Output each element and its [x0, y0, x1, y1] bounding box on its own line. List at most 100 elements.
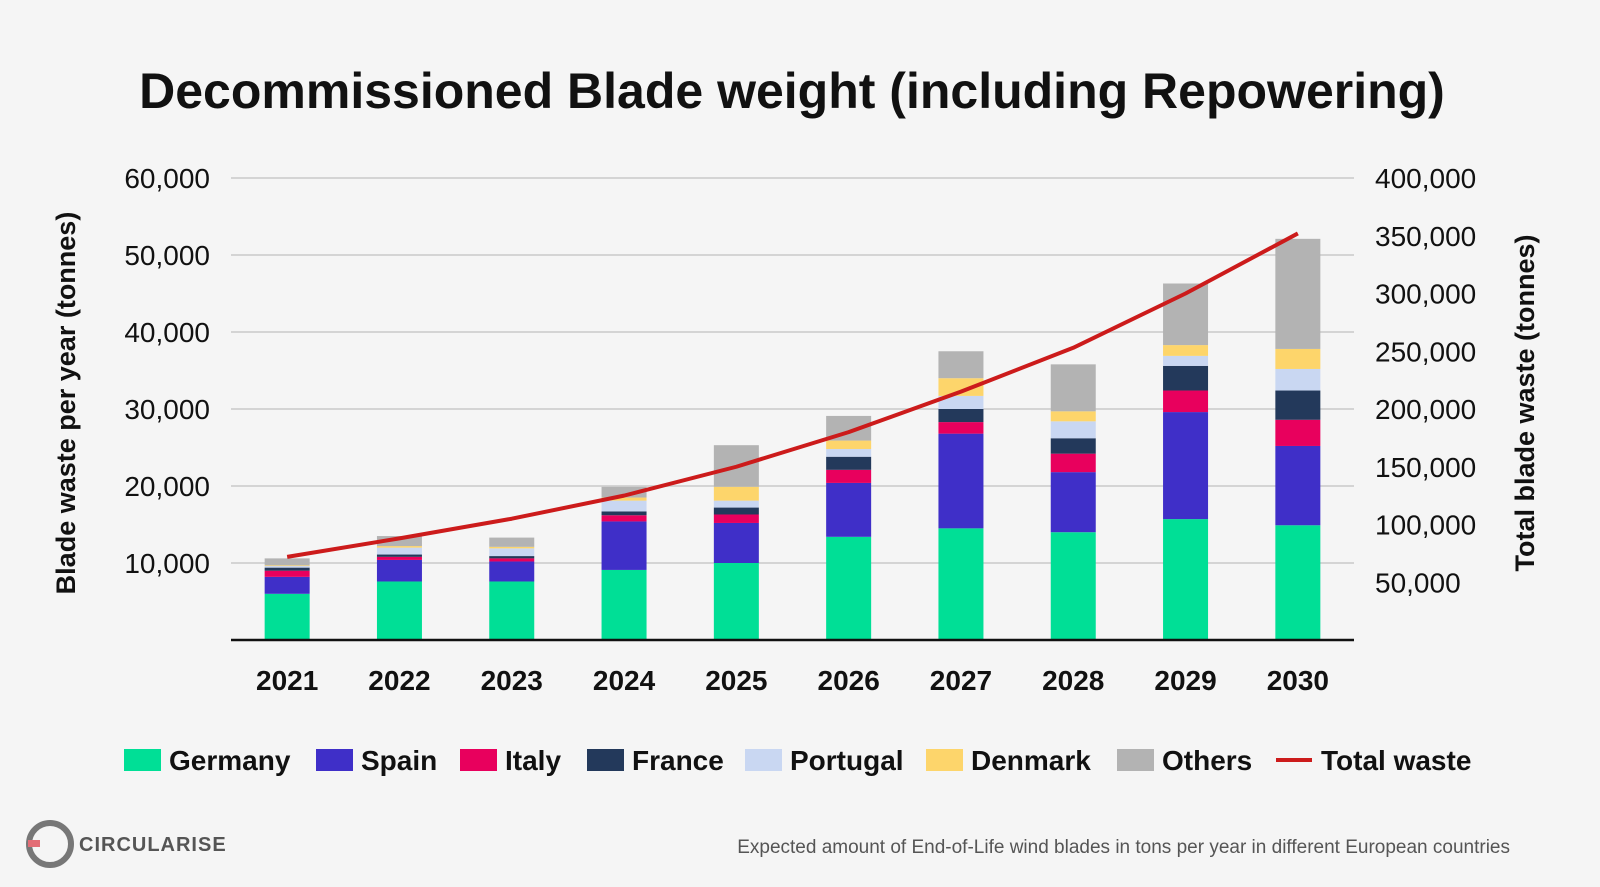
legend-label-spain: Spain	[361, 745, 437, 776]
circularise-logo: CIRCULARISE	[26, 820, 227, 868]
bar-spain-2021	[264, 576, 310, 594]
y-tick-label: 50,000	[124, 240, 210, 271]
legend-swatch-france	[587, 749, 624, 771]
circularise-logo-accent	[28, 840, 40, 847]
bar-portugal-2026	[826, 449, 872, 457]
bar-others-2021	[264, 558, 310, 566]
bar-others-2027	[938, 351, 984, 379]
x-tick-label: 2029	[1154, 665, 1216, 696]
bar-spain-2023	[489, 561, 535, 582]
y2-tick-label: 100,000	[1375, 510, 1476, 541]
bar-france-2024	[601, 511, 647, 516]
y-tick-label: 40,000	[124, 317, 210, 348]
bar-germany-2029	[1163, 519, 1209, 640]
total-waste-line	[286, 231, 1299, 559]
legend-swatch-germany	[124, 749, 161, 771]
bar-france-2023	[489, 556, 535, 559]
bar-spain-2030	[1275, 445, 1321, 526]
y-axis-label: Blade waste per year (tonnes)	[51, 212, 81, 595]
left-axis-ticks: 10,000 20,000 30,000 40,000 50,000 60,000	[124, 163, 210, 579]
bar-denmark-2028	[1050, 411, 1096, 422]
bar-portugal-2030	[1275, 368, 1321, 391]
bar-portugal-2024	[601, 500, 647, 512]
y2-tick-label: 400,000	[1375, 163, 1476, 194]
bar-portugal-2027	[938, 395, 984, 409]
bar-spain-2026	[826, 482, 872, 537]
total-waste-line-path	[286, 231, 1299, 559]
y2-tick-label: 250,000	[1375, 336, 1476, 367]
legend-swatch-others	[1117, 749, 1154, 771]
legend-label-france: France	[632, 745, 724, 776]
legend-swatch-italy	[460, 749, 497, 771]
bar-denmark-2024	[601, 497, 647, 501]
bar-germany-2022	[376, 581, 422, 640]
bar-denmark-2029	[1163, 345, 1209, 356]
bar-italy-2023	[489, 558, 535, 562]
legend-label-germany: Germany	[169, 745, 291, 776]
brand-name: CIRCULARISE	[79, 834, 227, 856]
bar-portugal-2023	[489, 548, 535, 557]
legend-label-denmark: Denmark	[971, 745, 1091, 776]
right-axis-ticks: 50,000 100,000 150,000 200,000 250,000 300,00…	[1375, 163, 1476, 598]
y2-tick-label: 150,000	[1375, 452, 1476, 483]
bar-italy-2029	[1163, 390, 1209, 413]
y2-tick-label: 200,000	[1375, 394, 1476, 425]
bar-denmark-2026	[826, 440, 872, 450]
legend-swatch-portugal	[745, 749, 782, 771]
y2-axis-label: Total blade waste (tonnes)	[1510, 234, 1540, 571]
bar-germany-2028	[1050, 532, 1096, 640]
bar-others-2022	[376, 536, 422, 547]
bar-italy-2027	[938, 422, 984, 434]
legend-label-portugal: Portugal	[790, 745, 904, 776]
bar-denmark-2021	[264, 565, 310, 567]
x-tick-label: 2028	[1042, 665, 1104, 696]
bar-spain-2027	[938, 433, 984, 529]
bar-italy-2021	[264, 570, 310, 577]
legend-label-total-waste: Total waste	[1321, 745, 1471, 776]
legend-label-italy: Italy	[505, 745, 561, 776]
bar-germany-2026	[826, 536, 872, 640]
bar-france-2026	[826, 456, 872, 470]
bar-germany-2030	[1275, 525, 1321, 640]
bar-denmark-2027	[938, 378, 984, 396]
bar-france-2030	[1275, 390, 1321, 420]
bar-others-2024	[601, 486, 647, 498]
bar-spain-2024	[601, 521, 647, 570]
bars	[264, 238, 1321, 640]
x-tick-label: 2030	[1267, 665, 1329, 696]
y-tick-label: 10,000	[124, 548, 210, 579]
y-tick-label: 30,000	[124, 394, 210, 425]
bar-france-2027	[938, 409, 984, 423]
bar-germany-2023	[489, 581, 535, 640]
bar-italy-2030	[1275, 419, 1321, 446]
x-axis-ticks: 2021 2022 2023 2024 2025 2026 2027 2028 2029 2030	[256, 665, 1329, 696]
bar-portugal-2021	[264, 566, 310, 568]
bar-denmark-2022	[376, 546, 422, 548]
x-tick-label: 2025	[705, 665, 767, 696]
x-tick-label: 2023	[481, 665, 543, 696]
y-tick-label: 20,000	[124, 471, 210, 502]
bar-germany-2021	[264, 593, 310, 640]
legend-swatch-denmark	[926, 749, 963, 771]
bar-portugal-2025	[713, 500, 759, 508]
bar-denmark-2025	[713, 486, 759, 501]
x-tick-label: 2026	[818, 665, 880, 696]
chart-title: Decommissioned Blade weight (including R…	[139, 63, 1445, 119]
bar-germany-2025	[713, 563, 759, 640]
bar-spain-2025	[713, 522, 759, 563]
y-tick-label: 60,000	[124, 163, 210, 194]
x-tick-label: 2021	[256, 665, 318, 696]
bar-spain-2022	[376, 559, 422, 582]
y2-tick-label: 300,000	[1375, 279, 1476, 310]
bar-spain-2028	[1050, 472, 1096, 533]
bar-france-2029	[1163, 365, 1209, 391]
bar-others-2023	[489, 537, 535, 547]
y2-tick-label: 50,000	[1375, 567, 1461, 598]
bar-italy-2025	[713, 514, 759, 523]
bar-portugal-2022	[376, 547, 422, 555]
bar-others-2028	[1050, 364, 1096, 412]
bar-portugal-2029	[1163, 355, 1209, 366]
bar-italy-2028	[1050, 453, 1096, 473]
